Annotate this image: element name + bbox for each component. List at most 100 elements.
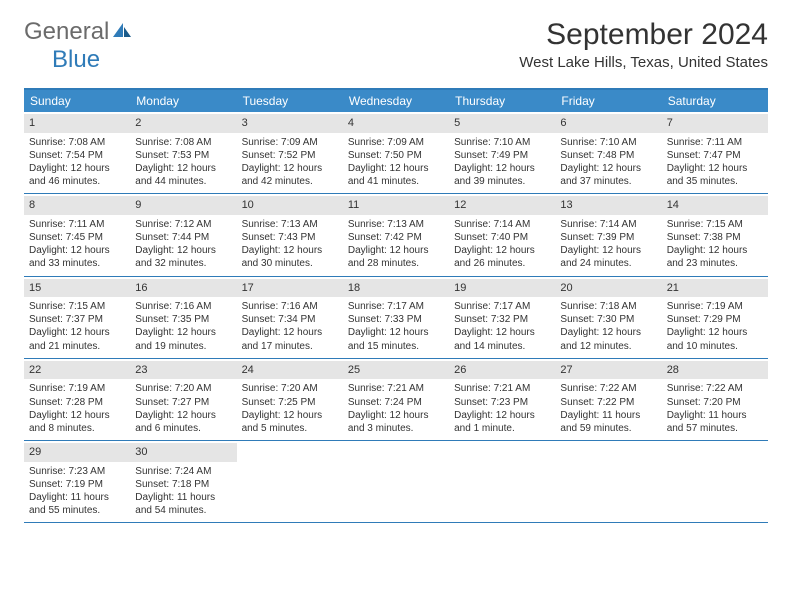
sunrise-line: Sunrise: 7:18 AM	[560, 300, 656, 313]
day-number: 3	[237, 114, 343, 133]
day-cell: 11Sunrise: 7:13 AMSunset: 7:42 PMDayligh…	[343, 194, 449, 275]
sunrise-line: Sunrise: 7:21 AM	[348, 382, 444, 395]
day-number: 26	[449, 361, 555, 380]
day-cell: 8Sunrise: 7:11 AMSunset: 7:45 PMDaylight…	[24, 194, 130, 275]
day-number: 27	[555, 361, 661, 380]
daylight-line: Daylight: 12 hours and 42 minutes.	[242, 162, 338, 188]
day-header-sunday: Sunday	[24, 90, 130, 112]
sunset-line: Sunset: 7:29 PM	[667, 313, 763, 326]
sunrise-line: Sunrise: 7:10 AM	[454, 136, 550, 149]
day-cell: 9Sunrise: 7:12 AMSunset: 7:44 PMDaylight…	[130, 194, 236, 275]
sunrise-line: Sunrise: 7:15 AM	[667, 218, 763, 231]
daylight-line: Daylight: 12 hours and 24 minutes.	[560, 244, 656, 270]
logo-text-blue: Blue	[52, 46, 100, 73]
sunset-line: Sunset: 7:48 PM	[560, 149, 656, 162]
daylight-line: Daylight: 12 hours and 1 minute.	[454, 409, 550, 435]
daylight-line: Daylight: 12 hours and 39 minutes.	[454, 162, 550, 188]
sunset-line: Sunset: 7:19 PM	[29, 478, 125, 491]
header: General Blue September 2024 West Lake Hi…	[0, 0, 792, 78]
daylight-line: Daylight: 11 hours and 59 minutes.	[560, 409, 656, 435]
sunrise-line: Sunrise: 7:09 AM	[242, 136, 338, 149]
day-header-thursday: Thursday	[449, 90, 555, 112]
day-cell: 10Sunrise: 7:13 AMSunset: 7:43 PMDayligh…	[237, 194, 343, 275]
day-number: 13	[555, 196, 661, 215]
daylight-line: Daylight: 12 hours and 41 minutes.	[348, 162, 444, 188]
day-number: 29	[24, 443, 130, 462]
day-cell: 30Sunrise: 7:24 AMSunset: 7:18 PMDayligh…	[130, 441, 236, 522]
title-block: September 2024 West Lake Hills, Texas, U…	[519, 18, 768, 71]
sunset-line: Sunset: 7:22 PM	[560, 396, 656, 409]
sunset-line: Sunset: 7:35 PM	[135, 313, 231, 326]
sunrise-line: Sunrise: 7:11 AM	[667, 136, 763, 149]
daylight-line: Daylight: 11 hours and 54 minutes.	[135, 491, 231, 517]
day-number: 21	[662, 279, 768, 298]
daylight-line: Daylight: 12 hours and 6 minutes.	[135, 409, 231, 435]
daylight-line: Daylight: 12 hours and 35 minutes.	[667, 162, 763, 188]
sunset-line: Sunset: 7:38 PM	[667, 231, 763, 244]
daylight-line: Daylight: 12 hours and 5 minutes.	[242, 409, 338, 435]
day-header-row: SundayMondayTuesdayWednesdayThursdayFrid…	[24, 90, 768, 112]
sunset-line: Sunset: 7:24 PM	[348, 396, 444, 409]
daylight-line: Daylight: 12 hours and 37 minutes.	[560, 162, 656, 188]
sunset-line: Sunset: 7:39 PM	[560, 231, 656, 244]
sunset-line: Sunset: 7:42 PM	[348, 231, 444, 244]
day-number: 28	[662, 361, 768, 380]
daylight-line: Daylight: 11 hours and 55 minutes.	[29, 491, 125, 517]
sunrise-line: Sunrise: 7:23 AM	[29, 465, 125, 478]
day-number: 24	[237, 361, 343, 380]
day-cell: 12Sunrise: 7:14 AMSunset: 7:40 PMDayligh…	[449, 194, 555, 275]
day-number: 16	[130, 279, 236, 298]
sunrise-line: Sunrise: 7:14 AM	[560, 218, 656, 231]
day-cell: 16Sunrise: 7:16 AMSunset: 7:35 PMDayligh…	[130, 277, 236, 358]
day-header-tuesday: Tuesday	[237, 90, 343, 112]
day-number: 7	[662, 114, 768, 133]
daylight-line: Daylight: 12 hours and 46 minutes.	[29, 162, 125, 188]
daylight-line: Daylight: 11 hours and 57 minutes.	[667, 409, 763, 435]
sunrise-line: Sunrise: 7:08 AM	[135, 136, 231, 149]
daylight-line: Daylight: 12 hours and 10 minutes.	[667, 326, 763, 352]
day-header-wednesday: Wednesday	[343, 90, 449, 112]
sunset-line: Sunset: 7:32 PM	[454, 313, 550, 326]
day-number: 8	[24, 196, 130, 215]
sunset-line: Sunset: 7:44 PM	[135, 231, 231, 244]
day-cell: 20Sunrise: 7:18 AMSunset: 7:30 PMDayligh…	[555, 277, 661, 358]
day-cell: 2Sunrise: 7:08 AMSunset: 7:53 PMDaylight…	[130, 112, 236, 193]
day-cell: 22Sunrise: 7:19 AMSunset: 7:28 PMDayligh…	[24, 359, 130, 440]
sunrise-line: Sunrise: 7:19 AM	[29, 382, 125, 395]
day-cell: 19Sunrise: 7:17 AMSunset: 7:32 PMDayligh…	[449, 277, 555, 358]
day-cell: 4Sunrise: 7:09 AMSunset: 7:50 PMDaylight…	[343, 112, 449, 193]
sunrise-line: Sunrise: 7:08 AM	[29, 136, 125, 149]
sunset-line: Sunset: 7:54 PM	[29, 149, 125, 162]
sunset-line: Sunset: 7:49 PM	[454, 149, 550, 162]
day-number: 22	[24, 361, 130, 380]
month-title: September 2024	[519, 18, 768, 52]
sunrise-line: Sunrise: 7:13 AM	[242, 218, 338, 231]
day-number: 4	[343, 114, 449, 133]
sunset-line: Sunset: 7:40 PM	[454, 231, 550, 244]
daylight-line: Daylight: 12 hours and 44 minutes.	[135, 162, 231, 188]
day-number: 14	[662, 196, 768, 215]
sunrise-line: Sunrise: 7:22 AM	[667, 382, 763, 395]
daylight-line: Daylight: 12 hours and 26 minutes.	[454, 244, 550, 270]
sunrise-line: Sunrise: 7:14 AM	[454, 218, 550, 231]
day-number: 19	[449, 279, 555, 298]
day-cell: 14Sunrise: 7:15 AMSunset: 7:38 PMDayligh…	[662, 194, 768, 275]
sunrise-line: Sunrise: 7:16 AM	[135, 300, 231, 313]
logo-text-general: General	[24, 18, 109, 45]
daylight-line: Daylight: 12 hours and 17 minutes.	[242, 326, 338, 352]
day-cell: 23Sunrise: 7:20 AMSunset: 7:27 PMDayligh…	[130, 359, 236, 440]
day-number: 20	[555, 279, 661, 298]
day-header-monday: Monday	[130, 90, 236, 112]
daylight-line: Daylight: 12 hours and 14 minutes.	[454, 326, 550, 352]
daylight-line: Daylight: 12 hours and 12 minutes.	[560, 326, 656, 352]
day-cell: 24Sunrise: 7:20 AMSunset: 7:25 PMDayligh…	[237, 359, 343, 440]
day-cell: 5 Sunrise: 7:10 AMSunset: 7:49 PMDaylight…	[449, 112, 555, 193]
day-number: 23	[130, 361, 236, 380]
calendar: SundayMondayTuesdayWednesdayThursdayFrid…	[24, 88, 768, 523]
daylight-line: Daylight: 12 hours and 33 minutes.	[29, 244, 125, 270]
day-number: 6	[555, 114, 661, 133]
day-number: 30	[130, 443, 236, 462]
logo: General Blue	[24, 18, 133, 74]
sunrise-line: Sunrise: 7:20 AM	[242, 382, 338, 395]
day-number: 5	[449, 114, 555, 133]
